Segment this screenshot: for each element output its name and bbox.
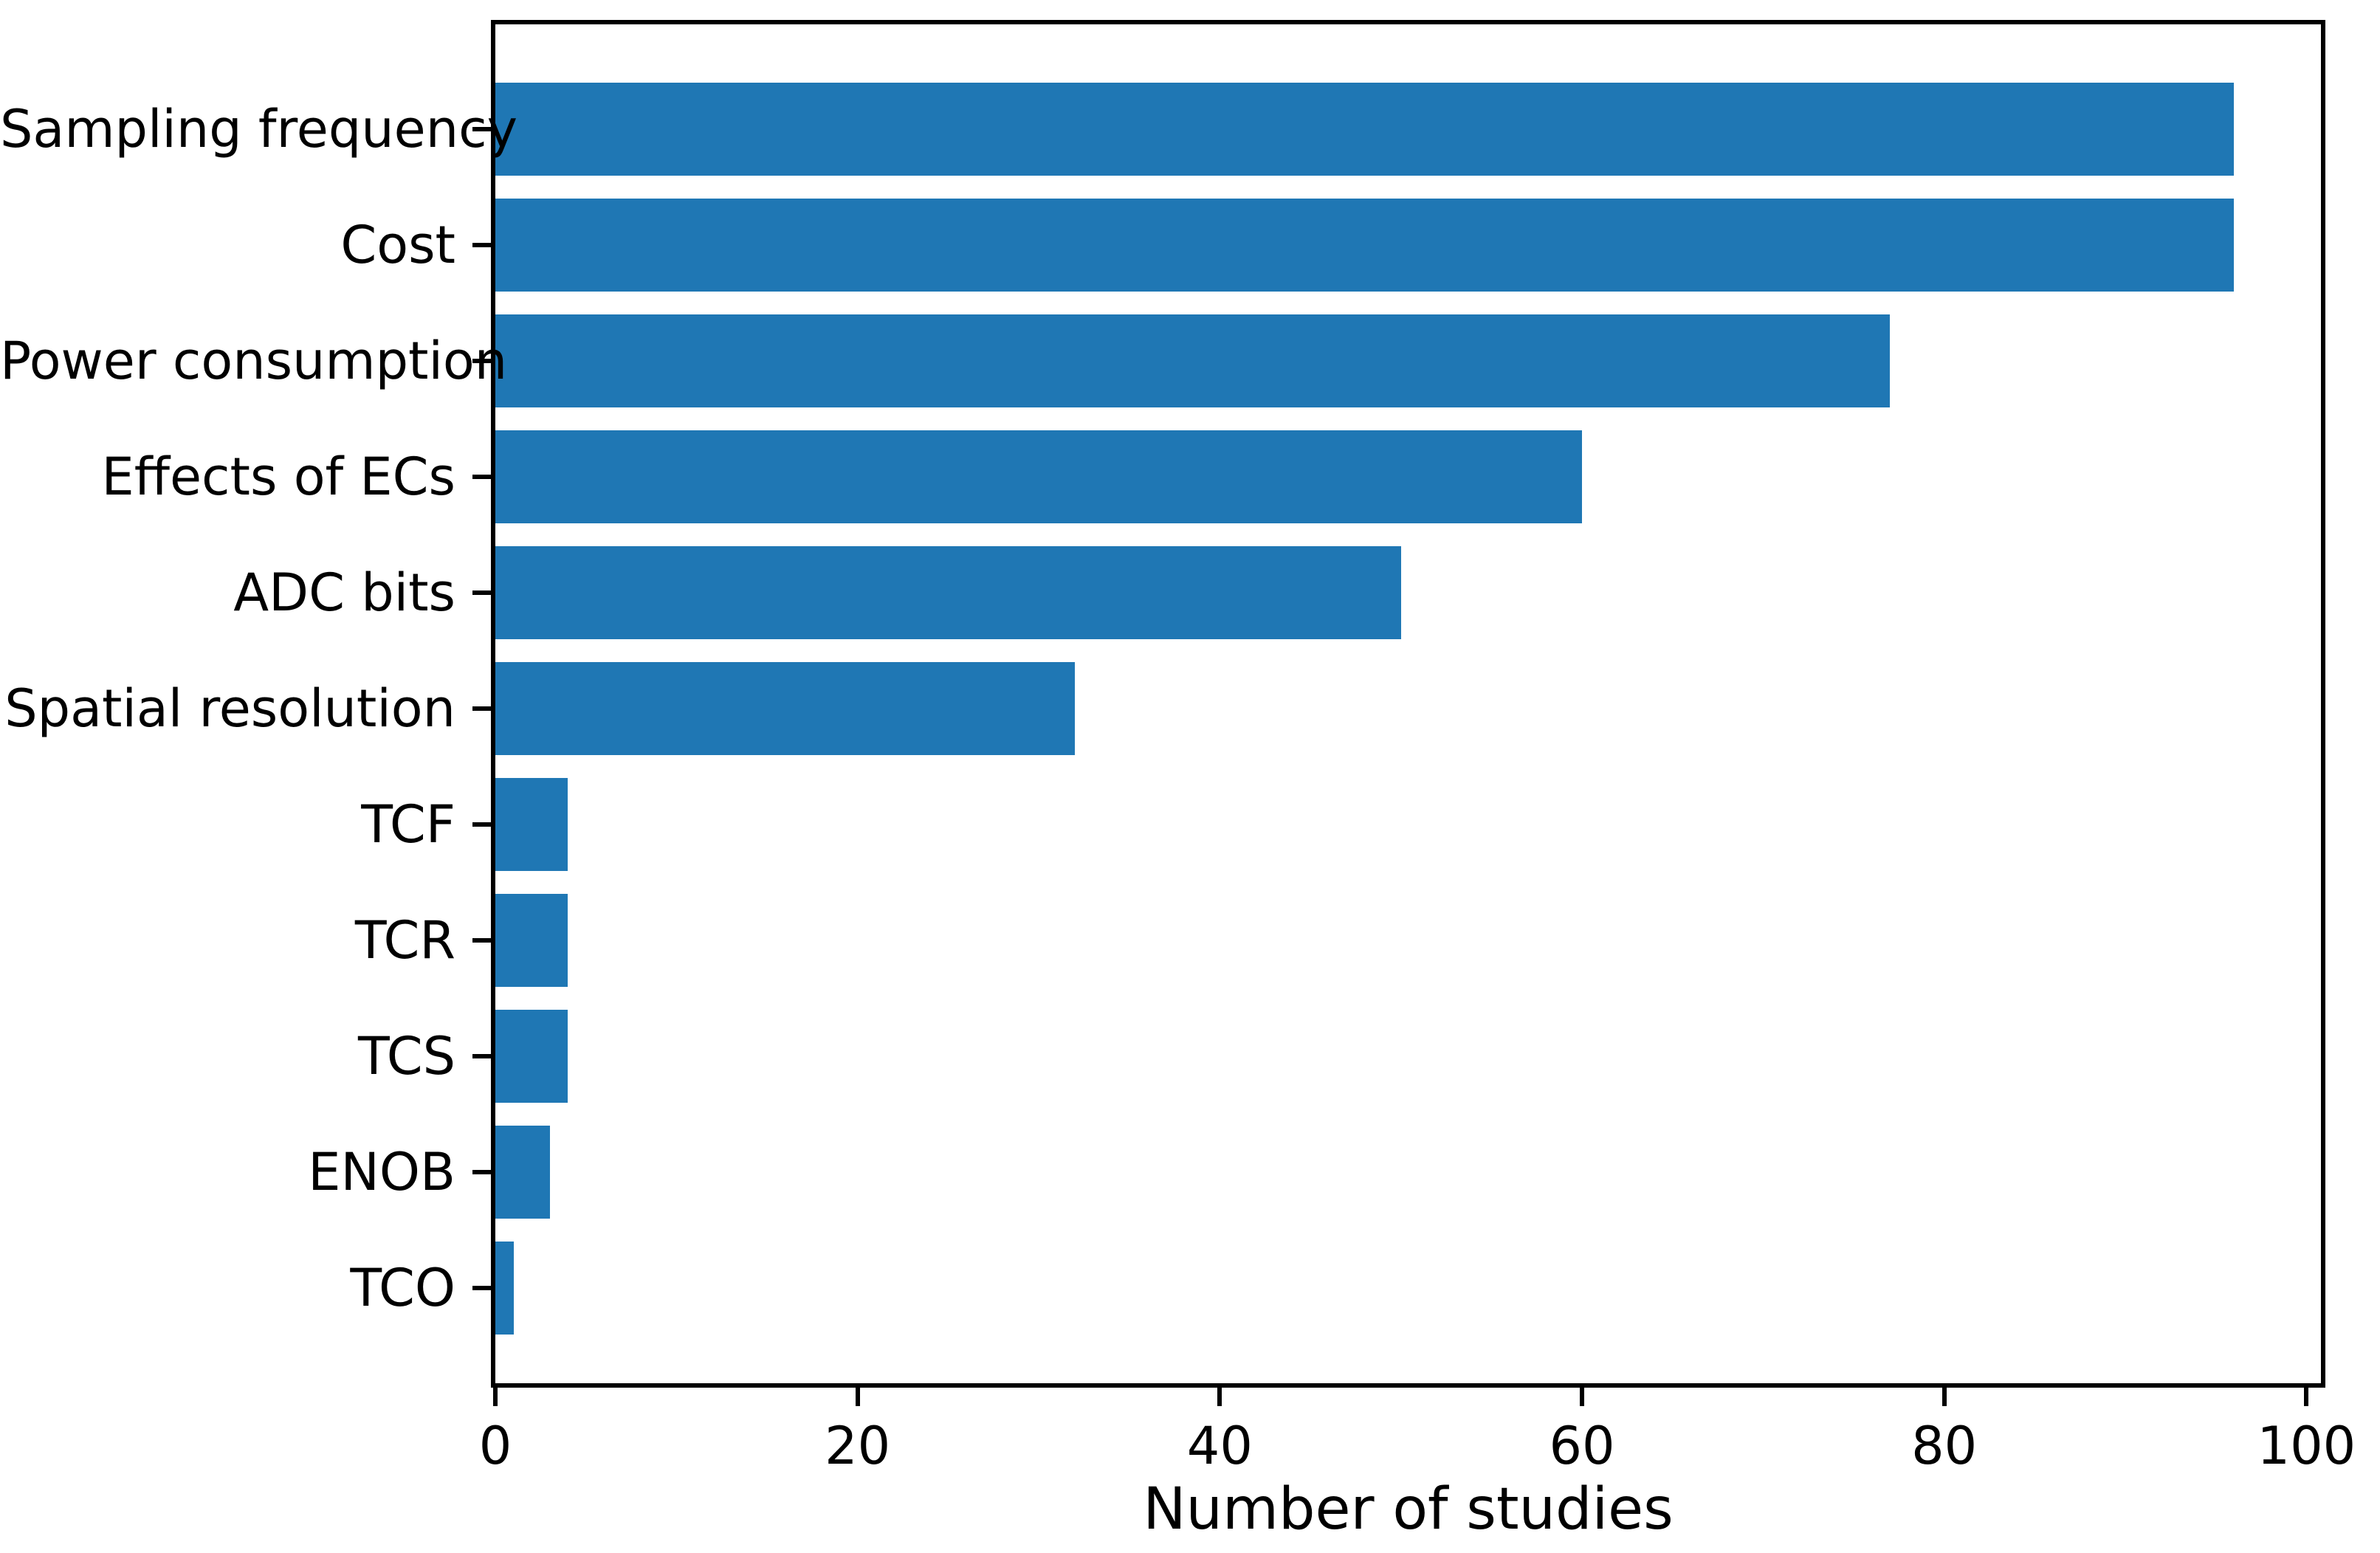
bar-cost: [495, 199, 2234, 292]
y-tick-label-sampling-frequency: Sampling frequency: [0, 99, 517, 159]
y-tick-mark-tcf: [472, 822, 491, 827]
y-tick-mark-cost: [472, 243, 491, 247]
x-tick-mark-0: [493, 1388, 498, 1406]
y-tick-label-tcf: TCF: [361, 794, 455, 855]
bar-effects-of-ecs: [495, 430, 1582, 523]
y-tick-label-tco: TCO: [350, 1258, 455, 1318]
y-tick-mark-tcr: [472, 938, 491, 943]
x-tick-label-80: 80: [1911, 1416, 1978, 1476]
bar-spatial-resolution: [495, 662, 1075, 755]
x-tick-label-20: 20: [825, 1416, 891, 1476]
bar-tcr: [495, 894, 568, 987]
bar-adc-bits: [495, 546, 1401, 639]
y-tick-label-enob: ENOB: [308, 1142, 455, 1202]
x-axis-title: Number of studies: [1143, 1476, 1674, 1543]
bar-tcf: [495, 778, 568, 871]
y-tick-label-cost: Cost: [340, 215, 455, 275]
y-tick-mark-effects-of-ecs: [472, 475, 491, 479]
bar-power-consumption: [495, 314, 1890, 407]
plot-area: [491, 20, 2325, 1388]
x-tick-mark-20: [855, 1388, 860, 1406]
y-tick-mark-sampling-frequency: [472, 127, 491, 131]
y-tick-label-adc-bits: ADC bits: [233, 562, 455, 623]
bar-tcs: [495, 1010, 568, 1103]
y-tick-mark-tco: [472, 1286, 491, 1290]
x-tick-mark-60: [1580, 1388, 1585, 1406]
x-tick-label-100: 100: [2257, 1416, 2356, 1476]
x-tick-label-40: 40: [1186, 1416, 1253, 1476]
x-tick-label-60: 60: [1549, 1416, 1615, 1476]
x-tick-mark-80: [1942, 1388, 1947, 1406]
y-tick-mark-spatial-resolution: [472, 706, 491, 711]
y-tick-label-tcr: TCR: [354, 910, 455, 971]
y-tick-label-effects-of-ecs: Effects of ECs: [101, 447, 455, 507]
y-tick-mark-tcs: [472, 1054, 491, 1058]
y-tick-label-spatial-resolution: Spatial resolution: [4, 678, 455, 739]
y-tick-label-tcs: TCS: [358, 1026, 455, 1087]
bar-enob: [495, 1126, 550, 1219]
bar-sampling-frequency: [495, 83, 2234, 176]
x-tick-label-0: 0: [478, 1416, 512, 1476]
y-tick-mark-adc-bits: [472, 590, 491, 595]
x-tick-mark-100: [2304, 1388, 2309, 1406]
y-tick-mark-power-consumption: [472, 359, 491, 363]
y-tick-mark-enob: [472, 1170, 491, 1174]
y-tick-label-power-consumption: Power consumption: [0, 331, 508, 391]
x-tick-mark-40: [1217, 1388, 1222, 1406]
bar-tco: [495, 1242, 514, 1335]
